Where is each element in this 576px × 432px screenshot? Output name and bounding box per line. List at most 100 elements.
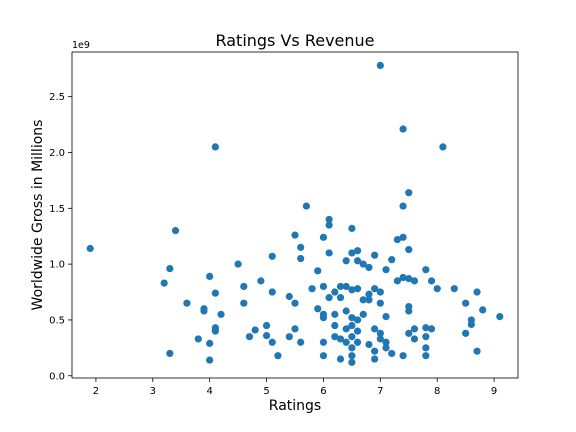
data-point [405, 307, 413, 315]
data-point [268, 338, 276, 346]
data-point [325, 221, 333, 229]
data-point [427, 277, 436, 285]
data-point [314, 305, 322, 313]
data-point [473, 347, 481, 355]
data-point [211, 143, 219, 151]
y-tick-label: 1.0 [49, 260, 65, 271]
data-point [348, 224, 356, 232]
data-point [376, 329, 384, 337]
data-point [371, 251, 379, 259]
data-point [308, 285, 316, 293]
data-point [399, 202, 407, 210]
data-point [427, 325, 436, 333]
data-point [371, 347, 379, 355]
data-point [405, 189, 413, 197]
data-point [211, 327, 219, 335]
data-point [319, 282, 328, 291]
x-axis-label: Ratings [269, 398, 321, 414]
data-point [348, 333, 356, 341]
data-point [336, 294, 345, 302]
data-point [342, 338, 350, 346]
data-point [359, 310, 367, 318]
data-point [268, 252, 276, 260]
x-tick-label: 7 [377, 386, 383, 397]
data-point [251, 326, 259, 334]
data-point [234, 260, 242, 268]
data-point [297, 254, 305, 263]
data-point [319, 233, 328, 241]
data-point [291, 299, 299, 307]
data-point [86, 244, 94, 253]
data-point [473, 288, 481, 296]
x-tick-label: 4 [206, 386, 212, 397]
data-point [376, 61, 384, 69]
data-point [422, 352, 430, 360]
data-point [342, 325, 350, 333]
data-point [376, 335, 384, 343]
data-point [399, 233, 407, 241]
data-point [331, 333, 339, 341]
data-point [348, 321, 356, 330]
data-point [410, 335, 419, 343]
data-point [325, 294, 333, 302]
data-point [365, 263, 373, 272]
data-point [410, 277, 419, 285]
data-point [348, 358, 356, 366]
data-point [365, 290, 373, 298]
data-point [388, 349, 396, 358]
chart-title: Ratings Vs Revenue [215, 31, 374, 50]
data-point [365, 340, 373, 349]
data-point [314, 267, 322, 275]
data-point [371, 355, 379, 363]
data-point [353, 338, 362, 346]
data-point [365, 296, 373, 304]
data-point [371, 285, 379, 293]
x-tick-label: 8 [434, 386, 440, 397]
data-point [376, 299, 384, 307]
data-point [399, 125, 407, 133]
data-point [348, 344, 356, 352]
data-point [393, 235, 401, 244]
data-point [302, 202, 310, 210]
data-point [274, 352, 282, 360]
data-point [285, 292, 293, 301]
y-offset-label: 1e9 [72, 40, 90, 51]
data-point [479, 306, 487, 314]
data-point [268, 288, 276, 296]
data-point [405, 329, 413, 337]
data-point [382, 344, 390, 352]
x-tick-label: 2 [93, 386, 99, 397]
data-point [206, 339, 214, 347]
data-point [331, 288, 339, 296]
data-point [359, 260, 367, 268]
data-point [319, 314, 328, 322]
data-point [319, 338, 328, 346]
data-point [206, 356, 214, 364]
data-point [166, 264, 174, 273]
data-point [462, 299, 470, 307]
data-point [359, 296, 367, 304]
data-point [262, 331, 271, 340]
data-point [422, 324, 430, 332]
data-point [331, 310, 339, 318]
data-point [171, 227, 180, 235]
data-point [462, 329, 470, 337]
data-point [331, 321, 339, 330]
data-point [388, 256, 396, 264]
data-point [348, 286, 356, 294]
data-point [376, 288, 384, 296]
data-point [297, 338, 305, 346]
data-point [194, 335, 202, 343]
y-tick-label: 1.5 [49, 204, 65, 215]
y-tick-label: 0.0 [49, 371, 65, 382]
x-tick-label: 9 [491, 386, 497, 397]
data-point [353, 285, 362, 293]
data-point [325, 249, 333, 257]
data-point [166, 349, 174, 358]
data-point [200, 307, 208, 315]
data-point [240, 299, 248, 307]
data-point [342, 282, 350, 291]
data-point [240, 282, 248, 291]
data-point [422, 344, 430, 352]
